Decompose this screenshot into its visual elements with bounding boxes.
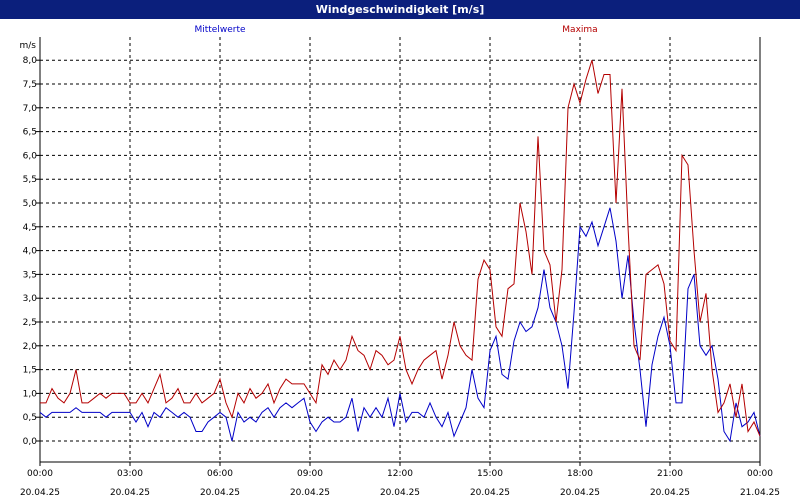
- x-tick-time-label: 12:00: [387, 469, 413, 479]
- y-tick-label: 4,0: [23, 247, 38, 257]
- legend-label-mittelwerte: Mittelwerte: [194, 25, 245, 35]
- y-axis-unit-label: m/s: [20, 41, 37, 51]
- x-tick-time-label: 00:00: [27, 469, 53, 479]
- x-tick-time-label: 06:00: [207, 469, 233, 479]
- labels: 0,0 0,5 1,0 1,5 2,0 2,5 3,0 3,5 4,0 4,5 5,0 5,5 6,0 6…: [20, 25, 781, 498]
- y-tick-label: 3,5: [23, 270, 37, 280]
- series-line-mittelwerte: [39, 207, 761, 443]
- x-tick-date-label: 21.04.25: [740, 488, 780, 498]
- x-tick-date-label: 20.04.25: [380, 488, 420, 498]
- x-tick-time-label: 15:00: [477, 469, 503, 479]
- y-tick-label: 0,5: [23, 413, 37, 423]
- chart-title: Windgeschwindigkeit [m/s]: [0, 0, 800, 19]
- y-tick-label: 2,5: [23, 318, 37, 328]
- x-tick-time-label: 00:00: [747, 469, 773, 479]
- y-tick-label: 2,0: [23, 342, 38, 352]
- x-tick-date-label: 20.04.25: [560, 488, 600, 498]
- x-tick-time-label: 09:00: [297, 469, 323, 479]
- y-tick-label: 8,0: [23, 56, 38, 66]
- y-tick-label: 5,0: [23, 199, 38, 209]
- axes: [36, 37, 761, 466]
- legend-label-maxima: Maxima: [562, 25, 597, 35]
- x-tick-time-label: 18:00: [567, 469, 593, 479]
- y-tick-label: 6,5: [23, 128, 37, 138]
- series-line-maxima: [40, 60, 761, 437]
- y-tick-label: 6,0: [23, 151, 38, 161]
- wind-speed-chart: 0,0 0,5 1,0 1,5 2,0 2,5 3,0 3,5 4,0 4,5 5,0 5,5 6,0 6…: [20, 25, 781, 498]
- x-tick-date-label: 20.04.25: [20, 488, 60, 498]
- y-tick-label: 4,5: [23, 223, 37, 233]
- x-tick-date-label: 20.04.25: [650, 488, 690, 498]
- y-tick-label: 7,0: [23, 104, 38, 114]
- y-tick-label: 1,0: [23, 389, 38, 399]
- y-tick-label: 3,0: [23, 294, 38, 304]
- y-tick-label: 0,0: [23, 437, 38, 447]
- x-tick-time-label: 21:00: [657, 469, 683, 479]
- x-tick-time-label: 03:00: [117, 469, 143, 479]
- x-tick-date-label: 20.04.25: [470, 488, 510, 498]
- y-tick-label: 5,5: [23, 175, 37, 185]
- grid: [40, 37, 760, 462]
- x-tick-date-label: 20.04.25: [290, 488, 330, 498]
- y-tick-label: 1,5: [23, 366, 37, 376]
- x-tick-date-label: 20.04.25: [200, 488, 240, 498]
- series-lines: [39, 60, 761, 443]
- y-tick-label: 7,5: [23, 80, 37, 90]
- x-tick-date-label: 20.04.25: [110, 488, 150, 498]
